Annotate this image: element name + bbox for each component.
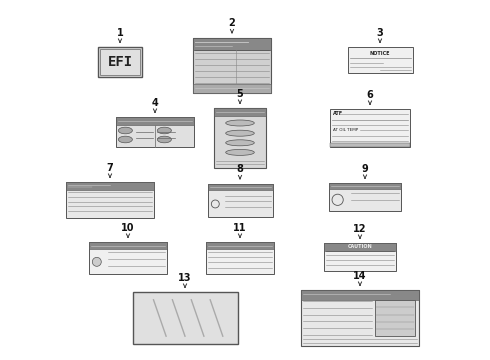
Text: EFI: EFI (107, 55, 133, 69)
Ellipse shape (157, 127, 171, 134)
Text: 6: 6 (367, 90, 373, 100)
Text: 7: 7 (107, 163, 113, 173)
Bar (193, 37, 271, 93)
Text: 13: 13 (178, 273, 192, 283)
Text: 10: 10 (121, 223, 135, 233)
Bar (66, 182, 154, 218)
Bar (301, 290, 419, 300)
Bar (330, 109, 410, 147)
Text: 8: 8 (237, 165, 244, 175)
Ellipse shape (119, 127, 132, 134)
Bar (100, 49, 140, 75)
Bar (206, 242, 274, 249)
Text: 12: 12 (353, 224, 367, 234)
Text: 3: 3 (377, 28, 383, 38)
Bar (214, 108, 266, 168)
Bar (193, 37, 271, 50)
Text: AT OIL TEMP: AT OIL TEMP (333, 128, 358, 132)
Text: 14: 14 (353, 271, 367, 281)
Bar (207, 184, 272, 216)
Text: 11: 11 (233, 223, 247, 233)
Bar (66, 182, 154, 190)
Bar (214, 108, 266, 116)
Text: CAUTION: CAUTION (347, 244, 372, 249)
Bar (329, 183, 401, 189)
Text: 1: 1 (117, 28, 123, 38)
Bar (193, 84, 271, 93)
Ellipse shape (226, 140, 254, 146)
Text: 5: 5 (237, 89, 244, 99)
Bar (329, 183, 401, 211)
Bar (206, 242, 274, 274)
Bar (132, 292, 238, 344)
Bar (207, 184, 272, 190)
Bar (324, 243, 396, 271)
Bar (347, 47, 413, 73)
Ellipse shape (226, 130, 254, 136)
Ellipse shape (226, 120, 254, 126)
Bar (324, 243, 396, 251)
Bar (330, 143, 410, 147)
Bar (116, 117, 194, 125)
Circle shape (92, 257, 101, 266)
Bar (98, 47, 142, 77)
Bar (89, 242, 167, 249)
Ellipse shape (226, 149, 254, 156)
Text: ATF: ATF (333, 111, 343, 116)
Bar (116, 117, 194, 147)
Text: 2: 2 (229, 18, 235, 28)
Text: 9: 9 (362, 164, 368, 174)
Bar (375, 300, 416, 337)
Bar (301, 290, 419, 346)
Ellipse shape (157, 136, 171, 143)
Text: NOTICE: NOTICE (370, 51, 390, 56)
Text: 4: 4 (151, 98, 158, 108)
Ellipse shape (119, 136, 132, 143)
Bar (89, 242, 167, 274)
